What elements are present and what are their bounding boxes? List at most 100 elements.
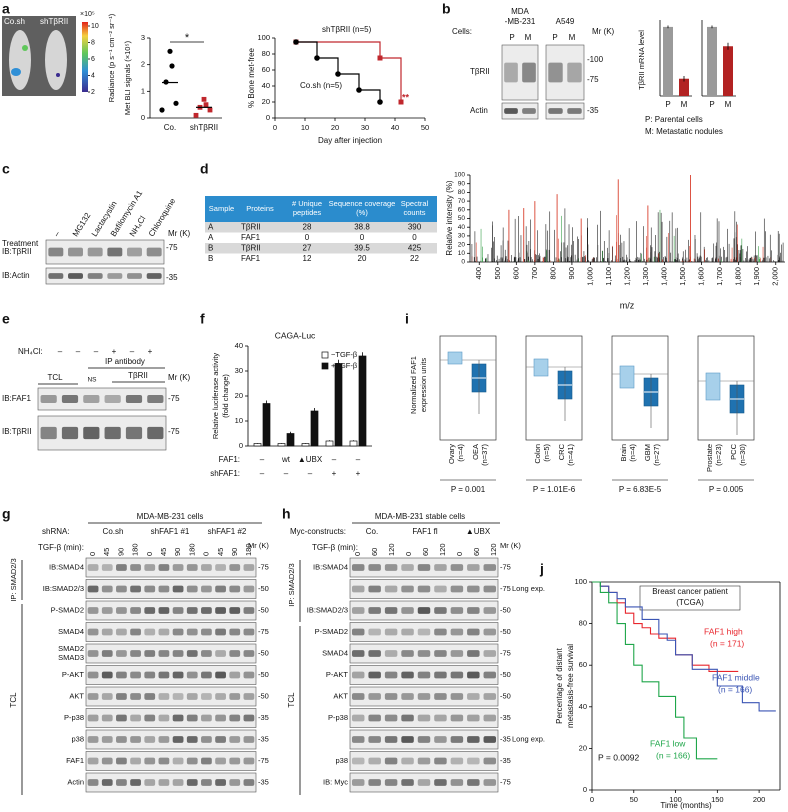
label: (n=5): [542, 443, 551, 461]
legend-swatch: [321, 351, 329, 359]
label: -50: [258, 584, 269, 593]
band: [229, 736, 241, 743]
band: [384, 779, 398, 786]
blot: [85, 772, 257, 793]
label: +: [112, 347, 117, 356]
band: [467, 607, 480, 614]
band: [401, 628, 414, 636]
box: [619, 365, 635, 389]
band: [215, 628, 226, 636]
label: –: [52, 229, 62, 238]
label: -35: [500, 734, 511, 743]
band: [158, 585, 170, 593]
x-tick-label: M: [681, 100, 688, 109]
band: [243, 693, 255, 700]
label: Treatment: [2, 239, 39, 248]
label: Co.sh (n=5): [300, 81, 342, 90]
point: [203, 102, 209, 108]
band: [229, 650, 241, 657]
label: OEA: [471, 444, 480, 460]
band: [101, 671, 113, 679]
x-tick-label: 1,400: [660, 267, 669, 286]
band: [522, 62, 536, 83]
band: [87, 757, 99, 765]
label: Co.: [366, 527, 378, 536]
label: -75: [500, 648, 511, 657]
band: [158, 607, 170, 614]
band: [130, 671, 141, 679]
label: 45: [159, 548, 168, 556]
band: [101, 650, 113, 657]
label: -35: [258, 734, 269, 743]
label: Ovary: [447, 444, 456, 464]
label: ×10⁵: [80, 11, 95, 18]
band: [130, 650, 141, 657]
band: [186, 585, 198, 593]
blot: [85, 729, 257, 750]
band: [146, 273, 162, 279]
label: P: [552, 33, 557, 42]
label: 120: [438, 543, 447, 556]
label: shTβRII (n=5): [322, 25, 372, 34]
label: –: [94, 347, 99, 356]
band: [483, 779, 497, 786]
band: [101, 757, 113, 765]
band: [351, 650, 365, 657]
y-tick-label: 10: [458, 250, 466, 257]
label: IB:TβRII: [2, 247, 32, 256]
band: [229, 671, 241, 679]
panel-label: d: [200, 161, 209, 177]
band: [201, 779, 212, 786]
band: [101, 693, 113, 700]
band: [87, 714, 99, 722]
band: [229, 585, 241, 593]
band: [130, 564, 141, 571]
y-tick-label: 30: [235, 366, 243, 375]
band: [450, 650, 464, 657]
label: -50: [500, 627, 511, 636]
band: [130, 757, 141, 765]
panel-label: b: [442, 1, 451, 17]
band: [172, 585, 184, 593]
label: SMAD2: [58, 644, 84, 653]
label: SMAD4: [322, 648, 348, 657]
band: [243, 736, 255, 743]
band: [401, 671, 414, 679]
band: [87, 736, 99, 743]
y-tick-label: 0: [239, 441, 243, 450]
band: [215, 585, 226, 593]
band: [384, 736, 398, 743]
label: -75: [500, 562, 511, 571]
panel-frame: [439, 335, 497, 441]
label: M: Metastatic nodules: [645, 127, 723, 136]
band: [201, 757, 212, 765]
label: shRNA:: [42, 527, 70, 536]
band: [467, 628, 480, 636]
x-tick-label: P: [665, 100, 670, 109]
bar: [663, 26, 673, 97]
label: P-AKT: [326, 670, 349, 679]
y-tick-label: 20: [235, 391, 243, 400]
legend-label: +TGF-β: [331, 361, 358, 370]
band: [368, 564, 381, 571]
band: [130, 714, 141, 722]
label: -100: [587, 55, 604, 64]
signal: [56, 73, 60, 77]
label: -35: [500, 756, 511, 765]
band: [229, 714, 241, 722]
label: A549: [556, 17, 575, 26]
band: [144, 736, 156, 743]
y-tick-label: 3: [141, 33, 145, 42]
y-tick-label: 100: [454, 172, 465, 179]
blot: [85, 600, 257, 621]
legend-swatch: [321, 362, 329, 370]
band: [116, 693, 127, 700]
bar: [301, 443, 310, 447]
label: –: [260, 469, 265, 478]
band: [40, 426, 57, 440]
y-tick-label: 0: [583, 785, 587, 794]
band: [172, 693, 184, 700]
label: TGF-β (min):: [38, 543, 84, 552]
label: shFAF1:: [210, 469, 240, 478]
bar: [679, 78, 689, 96]
